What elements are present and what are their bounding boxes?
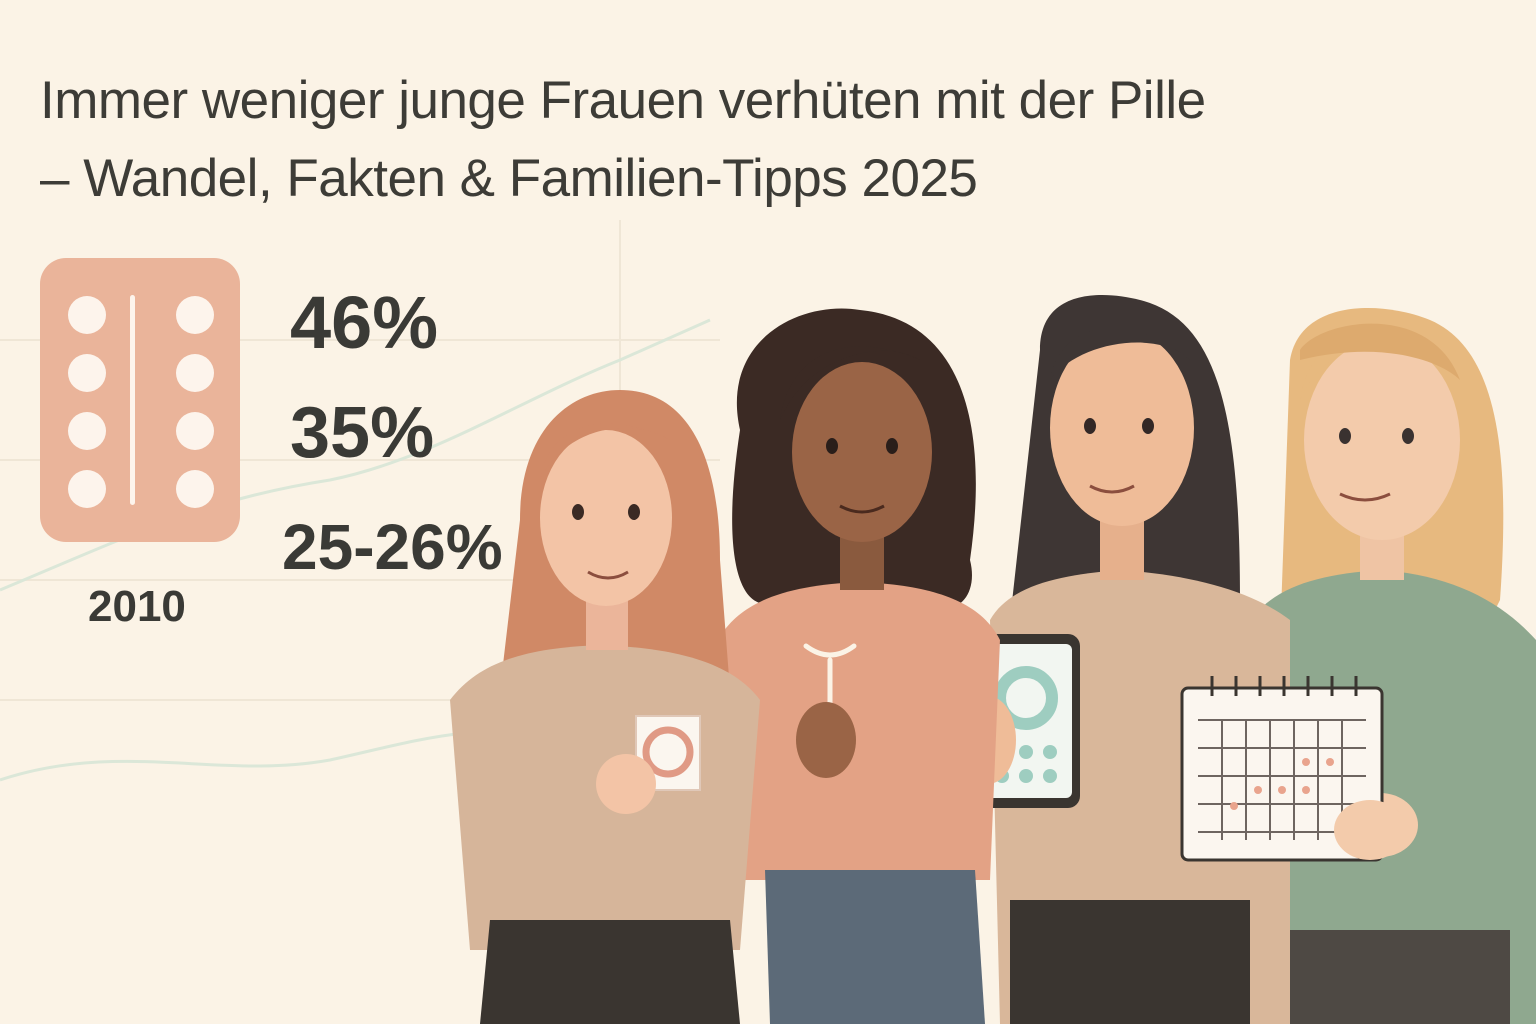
pill-dot (68, 354, 106, 392)
pill-dot (176, 470, 214, 508)
year-label: 2010 (88, 582, 186, 631)
pill-blister-pack-icon (40, 258, 240, 542)
page-title: Immer weniger junge Frauen verhüten mit … (40, 62, 1520, 218)
title-line-2: – Wandel, Fakten & Familien-Tipps 2025 (40, 149, 978, 208)
pill-pack-divider (130, 295, 135, 505)
woman-curly-hair (718, 308, 1000, 1024)
calendar-icon (1180, 676, 1406, 862)
iud-icon (803, 643, 857, 713)
pill-dot (68, 412, 106, 450)
stat-value-3: 25-26% (282, 511, 503, 583)
pill-dot (68, 470, 106, 508)
title-line-1: Immer weniger junge Frauen verhüten mit … (40, 71, 1206, 130)
pill-dot (176, 296, 214, 334)
stat-value-1: 46% (290, 281, 439, 364)
pill-dot (176, 354, 214, 392)
woman-red-hair (450, 390, 760, 1024)
pill-dot (176, 412, 214, 450)
stat-value-2: 35% (290, 393, 435, 473)
woman-dark-straight-hair (960, 295, 1290, 1024)
pill-dot (68, 296, 106, 334)
